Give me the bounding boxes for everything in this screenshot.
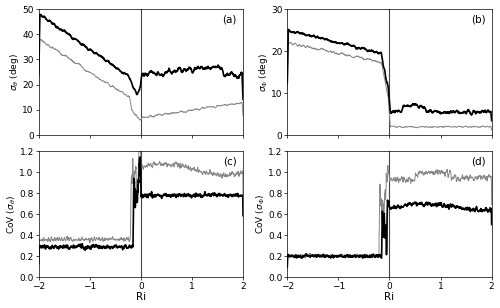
Y-axis label: $\sigma_{\theta}$ (deg): $\sigma_{\theta}$ (deg) xyxy=(8,53,21,91)
Text: (b): (b) xyxy=(471,14,486,24)
X-axis label: Ri: Ri xyxy=(136,292,146,302)
Text: (d): (d) xyxy=(471,156,486,166)
X-axis label: Ri: Ri xyxy=(384,292,394,302)
Y-axis label: CoV ($\sigma_{\theta}$): CoV ($\sigma_{\theta}$) xyxy=(6,195,18,233)
Text: (a): (a) xyxy=(222,14,237,24)
Text: (c): (c) xyxy=(223,156,237,166)
Y-axis label: $\sigma_{\Phi}$ (deg): $\sigma_{\Phi}$ (deg) xyxy=(256,53,270,91)
Y-axis label: CoV ($\sigma_{\Phi}$): CoV ($\sigma_{\Phi}$) xyxy=(254,194,266,234)
